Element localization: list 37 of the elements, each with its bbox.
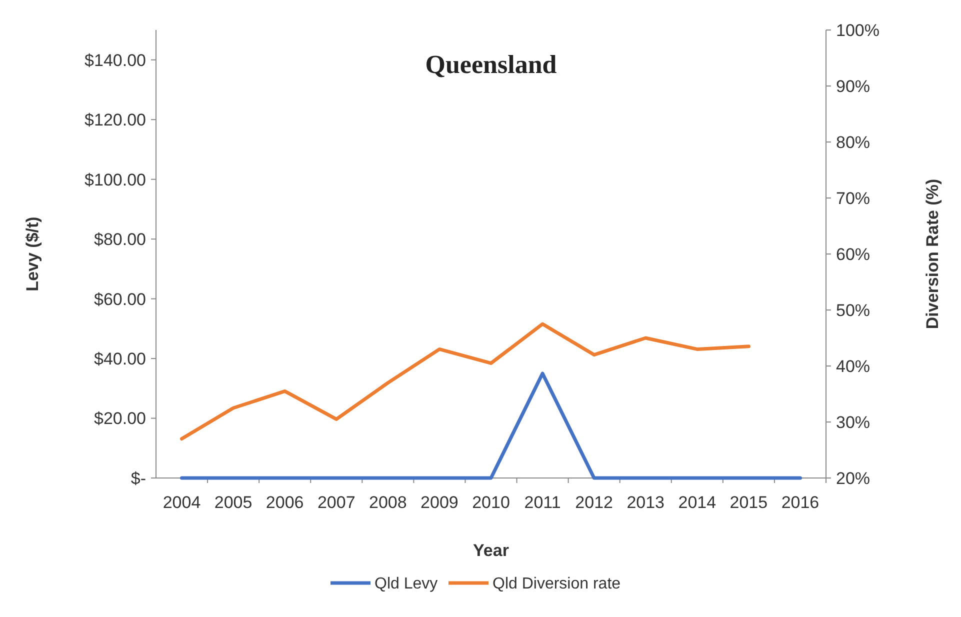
x-tick-label: 2008	[369, 493, 407, 512]
y-tick-label: $40.00	[94, 349, 146, 368]
x-tick-label: 2014	[678, 493, 716, 512]
y-tick-label: $100.00	[84, 170, 146, 190]
y-axis-title: Levy ($/t)	[23, 216, 42, 292]
x-tick-label: 2009	[420, 493, 458, 512]
legend-label: Qld Levy	[374, 576, 438, 593]
y2-tick-label: 90%	[836, 76, 870, 96]
y2-tick-label: 50%	[836, 300, 870, 320]
y2-tick-label: 20%	[836, 468, 870, 488]
x-tick-label: 2010	[472, 493, 510, 512]
y2-tick-label: 80%	[836, 132, 870, 152]
legend-label: Qld Diversion rate	[492, 576, 621, 593]
x-tick-label: 2013	[626, 493, 665, 512]
x-tick-label: 2006	[266, 493, 304, 512]
y-tick-label: $20.00	[94, 409, 146, 428]
x-tick-label: 2012	[575, 493, 613, 512]
x-axis-title: Year	[473, 541, 510, 560]
y2-axis-title: Diversion Rate (%)	[923, 178, 942, 330]
x-tick-label: 2004	[162, 493, 201, 512]
y-tick-label: $120.00	[84, 110, 146, 130]
x-tick-label: 2015	[730, 493, 768, 512]
y2-tick-label: 100%	[836, 20, 880, 40]
y-tick-label: $140.00	[84, 50, 146, 70]
x-tick-label: 2005	[214, 493, 252, 512]
y2-tick-label: 30%	[836, 412, 870, 432]
line-series	[180, 322, 750, 441]
x-tick-label: 2011	[524, 493, 561, 512]
y-tick-label: $80.00	[94, 230, 146, 250]
y2-tick-label: 60%	[836, 244, 870, 264]
x-tick-label: 2016	[781, 493, 820, 512]
y2-tick-label: 70%	[836, 188, 870, 208]
y-tick-label: $-	[130, 468, 146, 488]
y-tick-label: $60.00	[94, 290, 146, 309]
text: Queensland	[425, 50, 558, 79]
x-tick-label: 2007	[317, 493, 356, 512]
y2-tick-label: 40%	[836, 356, 870, 376]
